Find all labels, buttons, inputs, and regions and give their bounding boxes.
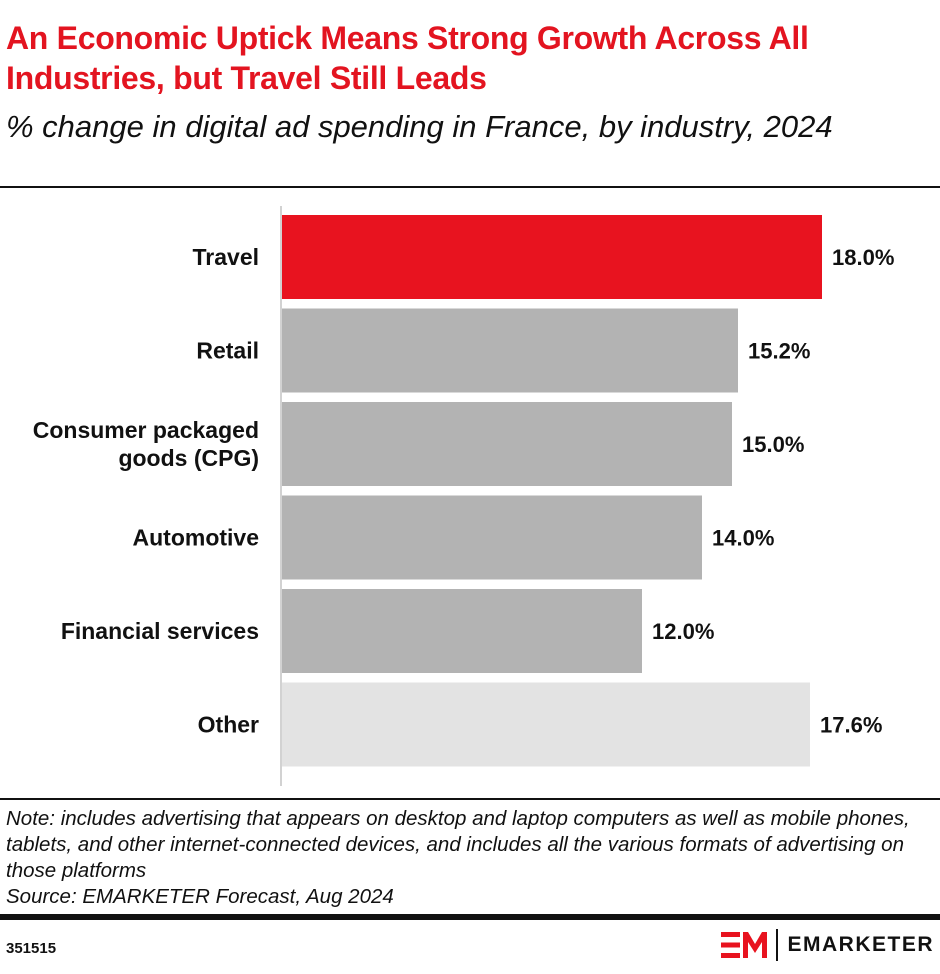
bar	[282, 402, 732, 486]
category-label: Travel	[193, 244, 260, 270]
chart-note: Note: includes advertising that appears …	[6, 807, 910, 882]
logo-separator	[776, 929, 779, 961]
category-label: Consumer packaged	[33, 417, 259, 443]
chart-title: An Economic Uptick Means Strong Growth A…	[6, 20, 809, 96]
em-logo-icon	[721, 932, 768, 958]
bottom-divider	[0, 914, 940, 920]
bar	[282, 308, 738, 393]
data-label: 14.0%	[712, 526, 774, 551]
chart-id: 351515	[6, 940, 57, 957]
category-label: goods (CPG)	[118, 445, 259, 471]
top-divider	[0, 186, 940, 188]
chart-source: Source: EMARKETER Forecast, Aug 2024	[6, 885, 394, 908]
data-label: 18.0%	[832, 245, 894, 270]
category-label: Retail	[196, 338, 259, 364]
bar-chart: Travel 18.0% Retail 15.2% Consumer packagedg…	[33, 206, 894, 786]
emarketer-logo: EMARKETER	[721, 929, 934, 961]
chart-subtitle: % change in digital ad spending in Franc…	[6, 109, 833, 144]
footer-divider	[0, 798, 940, 800]
data-label: 12.0%	[652, 619, 714, 644]
data-label: 15.0%	[742, 432, 804, 457]
bar	[282, 589, 642, 673]
brand-wordmark: EMARKETER	[787, 933, 934, 956]
category-label: Automotive	[133, 525, 260, 551]
data-label: 17.6%	[820, 713, 882, 738]
category-label: Other	[198, 712, 259, 738]
bar	[282, 682, 810, 767]
data-label: 15.2%	[748, 339, 810, 364]
category-label: Financial services	[61, 618, 259, 644]
bar	[282, 215, 822, 299]
bar	[282, 495, 702, 580]
